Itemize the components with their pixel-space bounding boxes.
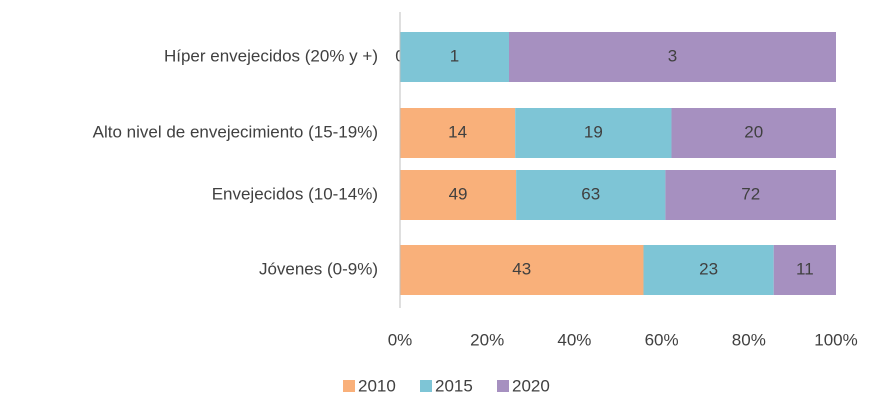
y-tick-label: Híper envejecidos (20% y +): [164, 46, 378, 65]
y-tick-label: Alto nivel de envejecimiento (15-19%): [93, 122, 378, 141]
legend-label: 2010: [358, 376, 396, 395]
legend-label: 2015: [435, 376, 473, 395]
bar-segment: [515, 108, 672, 158]
data-label: 11: [796, 259, 814, 278]
legend-swatch: [497, 380, 509, 392]
data-label: 72: [741, 184, 760, 203]
bar-segment: [400, 245, 644, 295]
x-tick-label: 60%: [645, 330, 679, 349]
data-label: 43: [512, 259, 531, 278]
bar-segment: [400, 170, 517, 220]
bar-segment: [665, 170, 836, 220]
bar-segment: [671, 108, 836, 158]
data-label: 20: [744, 122, 763, 141]
bar-segment: [643, 245, 774, 295]
bar-segment: [509, 32, 836, 82]
x-tick-label: 0%: [388, 330, 413, 349]
x-tick-label: 40%: [557, 330, 591, 349]
data-label: 14: [448, 122, 467, 141]
x-tick-label: 20%: [470, 330, 504, 349]
legend-swatch: [420, 380, 432, 392]
x-tick-label: 100%: [814, 330, 857, 349]
data-label: 23: [699, 259, 718, 278]
bar-segment: [773, 245, 836, 295]
bar-segment: [400, 32, 509, 82]
y-tick-label: Jóvenes (0-9%): [259, 259, 378, 278]
bar-segment: [400, 108, 516, 158]
data-label: 19: [584, 122, 603, 141]
x-tick-label: 80%: [732, 330, 766, 349]
data-label: 3: [668, 46, 677, 65]
legend-swatch: [343, 380, 355, 392]
data-label: 63: [581, 184, 600, 203]
data-label: 1: [450, 46, 459, 65]
data-label: 49: [449, 184, 468, 203]
y-tick-label: Envejecidos (10-14%): [212, 184, 378, 203]
legend-label: 2020: [512, 376, 550, 395]
bar-segment: [516, 170, 666, 220]
